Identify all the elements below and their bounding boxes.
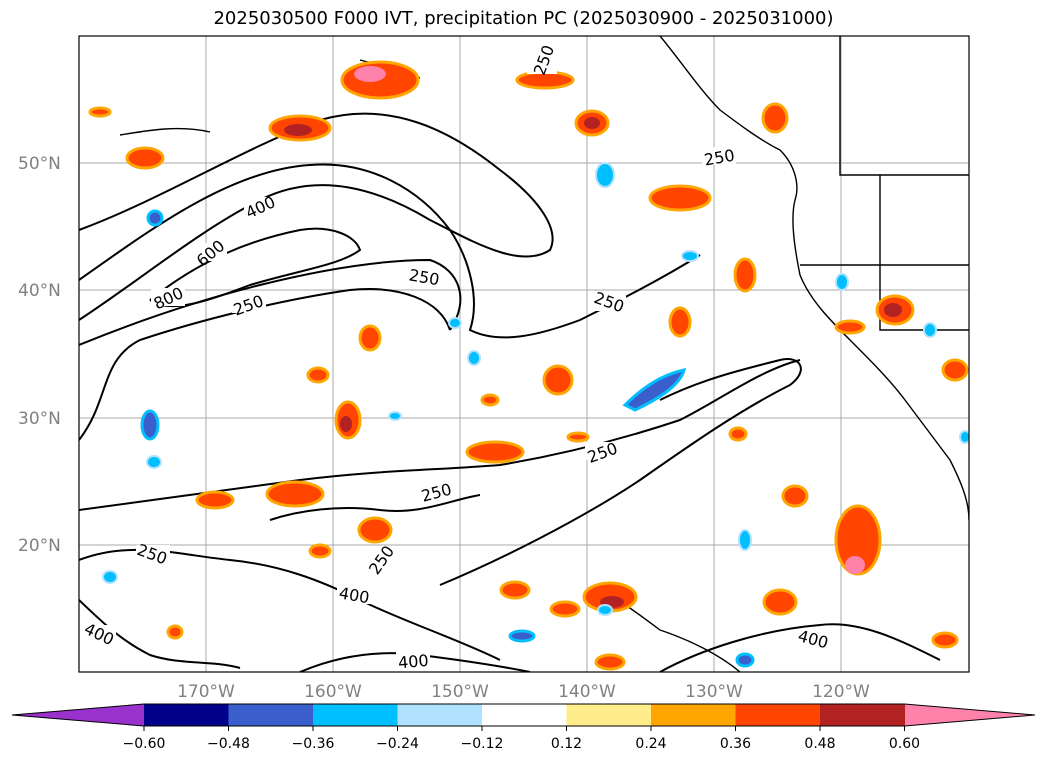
map-area	[79, 36, 969, 672]
colorbar-tick-label: −0.60	[123, 736, 166, 752]
colorbar-tick-label: 0.60	[889, 736, 920, 752]
latitude-labels: 50°N 40°N 30°N 20°N	[18, 154, 61, 556]
gridlines	[79, 36, 969, 672]
lat-label-20: 20°N	[18, 536, 61, 556]
lat-label-40: 40°N	[18, 281, 61, 301]
precip-negative	[102, 162, 969, 668]
colorbar: −0.60 −0.48 −0.36 −0.24 −0.12 0.12 0.24 0.36 0.4…	[11, 703, 1036, 752]
colorbar-segment	[482, 704, 567, 726]
lon-label-170w: 170°W	[177, 682, 235, 702]
colorbar-segment	[397, 704, 483, 726]
lon-label-160w: 160°W	[304, 682, 362, 702]
colorbar-segment	[651, 704, 736, 726]
colorbar-tick-label: 0.24	[635, 736, 666, 752]
colorbar-tick-label: −0.36	[292, 736, 335, 752]
lon-label-130w: 130°W	[685, 682, 743, 702]
colorbar-tick-label: 0.12	[551, 736, 582, 752]
contour-labels: 250 250 400 600 800 250 250 250 250 250 …	[81, 43, 830, 673]
colorbar-segment	[735, 704, 821, 726]
lon-label-140w: 140°W	[558, 682, 616, 702]
colorbar-tick-label: 0.36	[720, 736, 751, 752]
colorbar-segment	[228, 704, 314, 726]
colorbar-tick-label: −0.48	[207, 736, 250, 752]
lon-label-150w: 150°W	[431, 682, 489, 702]
colorbar-extend-min	[12, 704, 144, 726]
lat-label-30: 30°N	[18, 409, 61, 429]
colorbar-segment	[566, 704, 652, 726]
colorbar-tick-label: −0.24	[376, 736, 419, 752]
colorbar-extend-max	[904, 704, 1035, 726]
colorbar-tick-label: −0.12	[461, 736, 504, 752]
colorbar-segment	[820, 704, 905, 726]
precip-positive	[88, 60, 969, 671]
map-title: 2025030500 F000 IVT, precipitation PC (2…	[213, 8, 834, 29]
colorbar-tick-label: 0.48	[804, 736, 835, 752]
colorbar-segment	[313, 704, 398, 726]
colorbar-segment	[144, 704, 229, 726]
longitude-labels: 170°W 160°W 150°W 140°W 130°W 120°W	[177, 682, 870, 702]
map-frame	[78, 35, 970, 673]
lon-label-120w: 120°W	[812, 682, 870, 702]
contour-label: 400	[397, 651, 429, 673]
lat-label-50: 50°N	[18, 154, 61, 174]
